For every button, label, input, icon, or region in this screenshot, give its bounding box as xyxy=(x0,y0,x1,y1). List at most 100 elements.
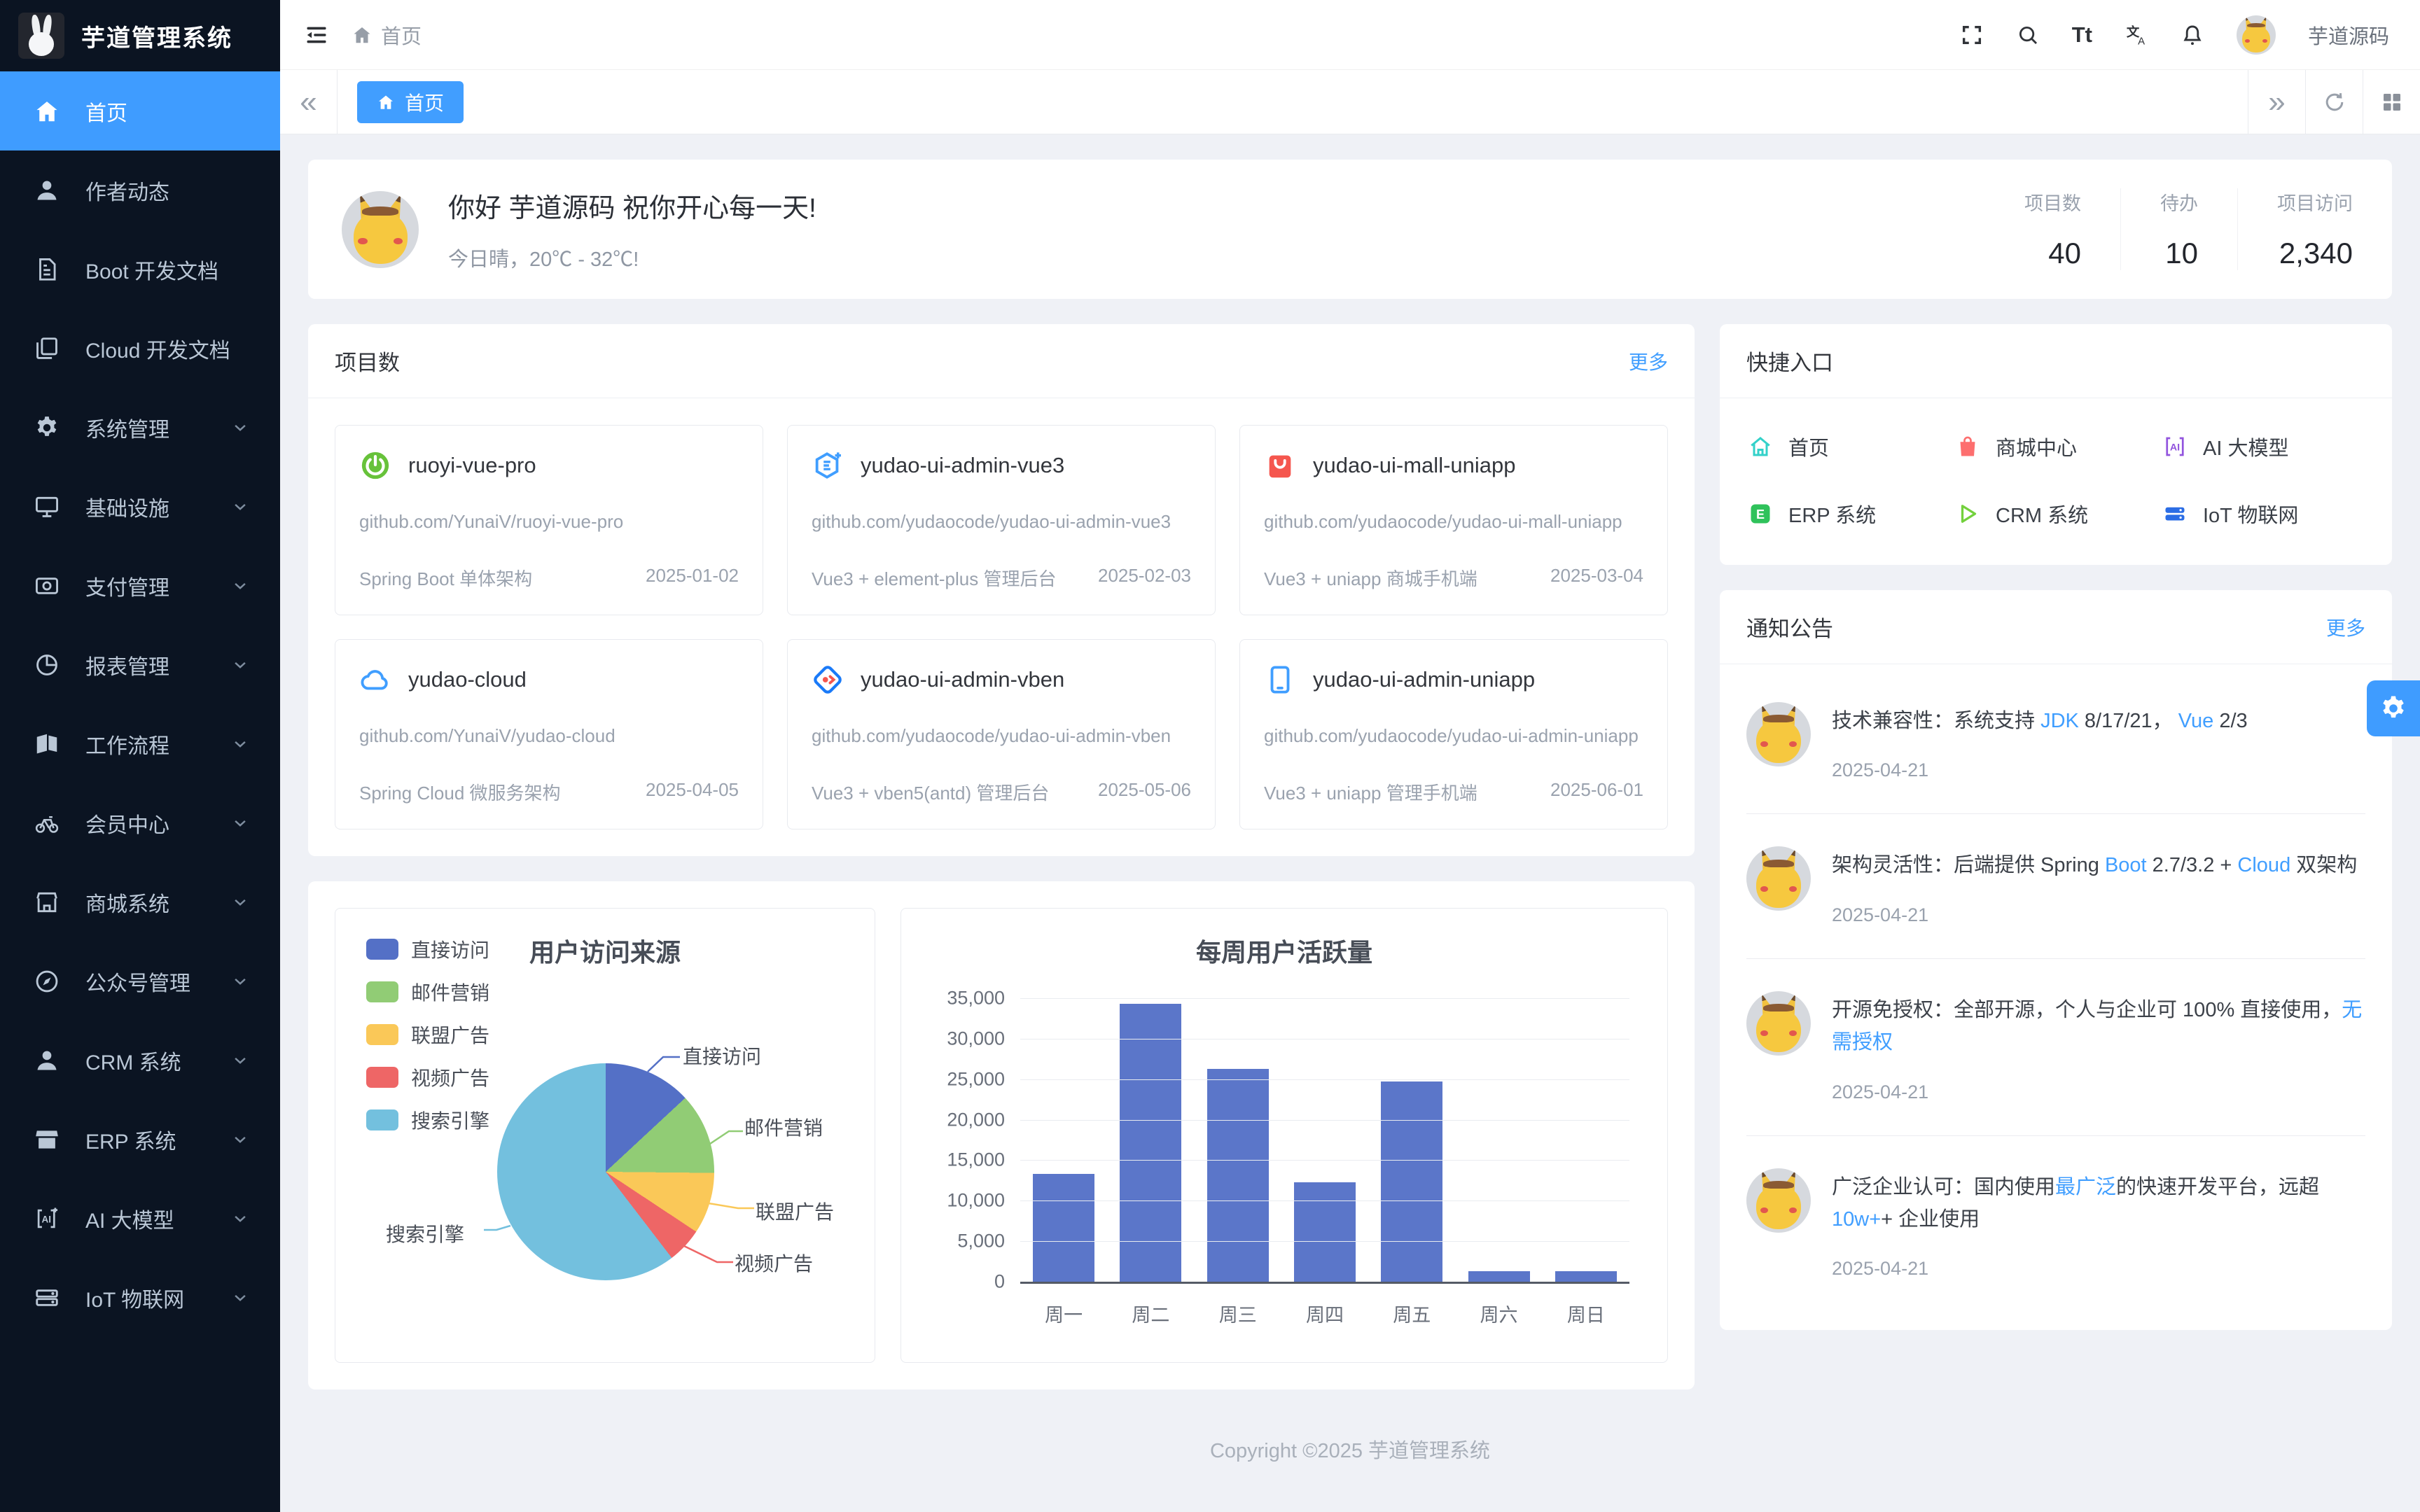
sidebar-item[interactable]: 支付管理 xyxy=(0,546,280,625)
refresh-icon[interactable] xyxy=(2305,70,2363,134)
user-avatar[interactable] xyxy=(2236,15,2276,55)
y-axis-tick-label: 0 xyxy=(994,1270,1005,1292)
theme-settings-button[interactable] xyxy=(2367,680,2420,736)
gridline xyxy=(1020,1079,1629,1080)
sidebar-menu: 首页作者动态 Boot 开发文档 Cloud 开发文档 系统管理 基础设施 支付管理 报表管… xyxy=(0,71,280,1512)
tabs-scroll-left-icon[interactable]: « xyxy=(280,70,338,134)
erp-icon xyxy=(34,1126,60,1153)
sidebar-item[interactable]: 报表管理 xyxy=(0,625,280,704)
tabs-scroll-right-icon[interactable]: » xyxy=(2248,70,2305,134)
compass-icon xyxy=(34,968,60,995)
cloud-icon xyxy=(359,664,391,696)
projects-panel: 项目数 更多 ruoyi-vue-pro github.com/YunaiV/r… xyxy=(308,324,1695,856)
tab-label: 首页 xyxy=(405,92,445,114)
shop-icon xyxy=(34,889,60,916)
project-date: 2025-05-06 xyxy=(1098,779,1191,800)
project-card[interactable]: yudao-ui-admin-uniapp github.com/yudaoco… xyxy=(1239,639,1668,830)
fullscreen-icon[interactable] xyxy=(1960,23,1984,47)
sidebar-item[interactable]: 公众号管理 xyxy=(0,941,280,1021)
sidebar-item[interactable]: 作者动态 xyxy=(0,150,280,230)
project-url: github.com/yudaocode/yudao-ui-mall-uniap… xyxy=(1264,511,1622,532)
legend-item[interactable]: 联盟广告 xyxy=(366,1021,489,1049)
collapse-menu-icon[interactable] xyxy=(304,22,329,48)
sidebar-item[interactable]: 基础设施 xyxy=(0,467,280,546)
legend-swatch xyxy=(366,1067,398,1088)
sidebar-item[interactable]: Cloud 开发文档 xyxy=(0,309,280,388)
layout-grid-icon[interactable] xyxy=(2363,70,2420,134)
app-title: 芋道管理系统 xyxy=(81,24,232,52)
bar xyxy=(1555,1270,1617,1282)
quick-entry-item[interactable]: CRM 系统 xyxy=(1955,499,2157,528)
tab-home[interactable]: 首页 xyxy=(357,80,464,123)
breadcrumb[interactable]: 首页 xyxy=(352,20,422,50)
sidebar-item[interactable]: 系统管理 xyxy=(0,388,280,467)
projects-more-link[interactable]: 更多 xyxy=(1628,351,1668,373)
sidebar-item[interactable]: 工作流程 xyxy=(0,704,280,783)
legend-item[interactable]: 邮件营销 xyxy=(366,978,489,1006)
project-date: 2025-02-03 xyxy=(1098,565,1191,586)
quick-entry-item[interactable]: 商城中心 xyxy=(1955,432,2157,461)
project-card[interactable]: yudao-cloud github.com/YunaiV/yudao-clou… xyxy=(335,639,763,830)
greeting-card: 你好 芋道源码 祝你开心每一天! 今日晴，20℃ - 32℃! 项目数 40 待办… xyxy=(308,160,2392,299)
sidebar-item[interactable]: 会员中心 xyxy=(0,783,280,862)
quick-entry-label: ERP 系统 xyxy=(1788,505,1877,527)
project-card[interactable]: yudao-ui-mall-uniapp github.com/yudaocod… xyxy=(1239,425,1668,615)
notice-item[interactable]: 架构灵活性：后端提供 Spring Boot 2.7/3.2 + Cloud 双… xyxy=(1746,814,2365,959)
bar-chart-plot: 周一 周二 周三 周四 周五 周六 周日 0 5,000 10,000 15,000 20,000 2… xyxy=(947,988,1629,1326)
chevron-down-icon xyxy=(230,971,251,992)
gear-icon xyxy=(34,414,60,441)
notices-title: 通知公告 xyxy=(1746,617,1833,641)
project-card[interactable]: yudao-ui-admin-vue3 github.com/yudaocode… xyxy=(787,425,1216,615)
quick-entry-panel: 快捷入口 首页 商城中心 AI AI 大模型 E ERP 系统 CRM 系统 IoT… xyxy=(1720,324,2392,565)
pie-chart xyxy=(497,1063,714,1280)
chevron-down-icon xyxy=(230,892,251,913)
quick-entry-item[interactable]: AI AI 大模型 xyxy=(2162,432,2364,461)
sidebar-item[interactable]: IoT 物联网 xyxy=(0,1258,280,1337)
quick-entry-item[interactable]: E ERP 系统 xyxy=(1748,499,1949,528)
project-card[interactable]: yudao-ui-admin-vben github.com/yudaocode… xyxy=(787,639,1216,830)
project-name: ruoyi-vue-pro xyxy=(408,453,536,477)
sidebar-item[interactable]: CRM 系统 xyxy=(0,1021,280,1100)
notice-item[interactable]: 技术兼容性：系统支持 JDK 8/17/21， Vue 2/3 2025-04-… xyxy=(1746,670,2365,815)
copyright-footer: Copyright ©2025 芋道管理系统 xyxy=(1209,1440,1491,1462)
chevron-down-icon xyxy=(230,1050,251,1071)
sidebar-item[interactable]: 首页 xyxy=(0,71,280,150)
legend-label: 直接访问 xyxy=(411,939,490,961)
stat-label: 项目数 xyxy=(2024,193,2081,214)
y-axis-tick-label: 20,000 xyxy=(947,1109,1005,1130)
sidebar-item[interactable]: ERP 系统 xyxy=(0,1100,280,1179)
y-axis-tick-label: 30,000 xyxy=(947,1028,1005,1049)
notices-more-link[interactable]: 更多 xyxy=(2325,617,2365,639)
pie-legend: 直接访问 邮件营销 联盟广告 视频广告 搜索引擎 xyxy=(366,935,489,1134)
sidebar-item-label: 首页 xyxy=(85,102,127,125)
bell-icon[interactable] xyxy=(2181,23,2204,47)
y-axis-tick-label: 35,000 xyxy=(947,987,1005,1009)
legend-item[interactable]: 视频广告 xyxy=(366,1063,489,1091)
notice-item[interactable]: 广泛企业认可：国内使用最广泛的快速开发平台，远超 10w++ 企业使用 2025… xyxy=(1746,1136,2365,1312)
notice-item[interactable]: 开源免授权：全部开源，个人与企业可 100% 直接使用，无需授权 2025-04… xyxy=(1746,959,2365,1136)
project-date: 2025-03-04 xyxy=(1550,565,1643,586)
stat-label: 待办 xyxy=(2160,193,2198,214)
sidebar-item[interactable]: 商城系统 xyxy=(0,862,280,941)
sidebar-item[interactable]: Boot 开发文档 xyxy=(0,230,280,309)
project-date: 2025-06-01 xyxy=(1550,779,1643,800)
sidebar-item[interactable]: AI AI 大模型 xyxy=(0,1179,280,1258)
project-card[interactable]: ruoyi-vue-pro github.com/YunaiV/ruoyi-vu… xyxy=(335,425,763,615)
notices-panel: 通知公告 更多 技术兼容性：系统支持 JDK 8/17/21， Vue 2/3 … xyxy=(1720,590,2392,1331)
user-name[interactable]: 芋道源码 xyxy=(2307,25,2389,48)
legend-item[interactable]: 直接访问 xyxy=(366,935,489,963)
gridline xyxy=(1020,1160,1629,1161)
notice-title: 架构灵活性：后端提供 Spring Boot 2.7/3.2 + Cloud 双… xyxy=(1832,854,2358,877)
project-desc: Vue3 + element-plus 管理后台 xyxy=(812,568,1057,589)
home-outline-icon xyxy=(1748,434,1773,459)
app-logo[interactable]: 芋道管理系统 xyxy=(0,0,280,71)
legend-item[interactable]: 搜索引擎 xyxy=(366,1106,489,1134)
font-size-icon[interactable]: Tt xyxy=(2071,22,2092,47)
search-icon[interactable] xyxy=(2016,23,2040,47)
x-axis-tick-label: 周六 xyxy=(1480,1305,1518,1326)
quick-entry-item[interactable]: 首页 xyxy=(1748,432,1949,461)
sidebar: 芋道管理系统 首页作者动态 Boot 开发文档 Cloud 开发文档 系统管理 基础设施… xyxy=(0,0,280,1512)
erp-square-icon: E xyxy=(1748,501,1773,526)
quick-entry-item[interactable]: IoT 物联网 xyxy=(2162,499,2364,528)
